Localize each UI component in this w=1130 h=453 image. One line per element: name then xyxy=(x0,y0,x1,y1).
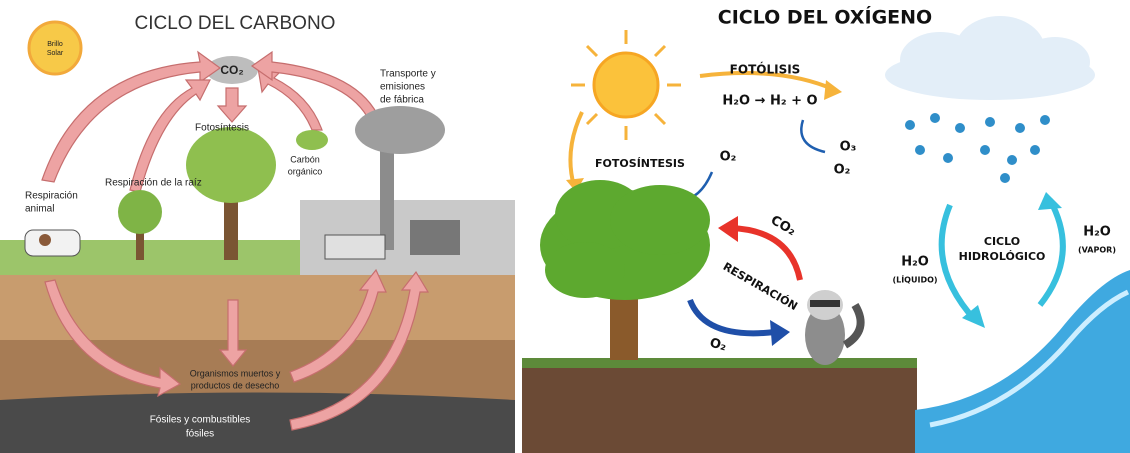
label: emisiones xyxy=(380,82,425,93)
smoke xyxy=(355,106,445,154)
sun xyxy=(594,53,658,117)
label: Fotosíntesis xyxy=(195,123,249,134)
cow xyxy=(25,230,80,256)
oxygen-cycle: CICLO DEL OXÍGENO FOTÓLISIS H₂O → H₂ + O… xyxy=(520,0,1130,453)
truck xyxy=(325,235,385,259)
grass xyxy=(522,358,917,368)
title: CICLO DEL CARBONO xyxy=(135,13,336,34)
cow-spot xyxy=(39,234,51,246)
label: FOTOSÍNTESIS xyxy=(595,157,685,170)
title: CICLO DEL OXÍGENO xyxy=(718,6,932,29)
label: Respiración xyxy=(25,191,78,202)
chimney xyxy=(380,145,394,250)
bush xyxy=(296,130,328,150)
factory xyxy=(410,220,460,255)
tree-crown xyxy=(118,190,162,234)
label: H₂O → H₂ + O xyxy=(722,94,817,109)
label: O₃ xyxy=(840,140,857,155)
label: fósiles xyxy=(186,429,214,440)
label: Fósiles y combustibles xyxy=(150,415,251,426)
label: Carbón xyxy=(290,154,320,164)
label: productos de desecho xyxy=(191,380,280,390)
label: (LÍQUIDO) xyxy=(892,274,937,285)
page: CICLO DEL CARBONO Brillo Solar CO₂ Trans… xyxy=(0,0,1130,453)
soil xyxy=(522,362,917,453)
label: de fábrica xyxy=(380,95,424,106)
label: Brillo xyxy=(47,41,63,48)
tree-crown xyxy=(540,180,710,300)
label: O₂ xyxy=(720,150,737,165)
tree-crown xyxy=(186,127,276,203)
label: FOTÓLISIS xyxy=(730,62,801,77)
label: animal xyxy=(25,204,54,215)
label: H₂O xyxy=(901,255,929,270)
label: HIDROLÓGICO xyxy=(959,250,1046,263)
fossil-layer xyxy=(0,393,515,453)
label: Organismos muertos y xyxy=(190,368,281,378)
label: CICLO xyxy=(984,235,1020,248)
label: CO₂ xyxy=(220,63,243,77)
label: O₂ xyxy=(834,163,851,178)
label: Transporte y xyxy=(380,69,436,80)
label: orgánico xyxy=(288,166,323,176)
label: (VAPOR) xyxy=(1078,246,1116,255)
sun xyxy=(29,22,81,74)
label: H₂O xyxy=(1083,225,1111,240)
label: Solar xyxy=(47,50,64,57)
carbon-cycle: CICLO DEL CARBONO Brillo Solar CO₂ Trans… xyxy=(0,0,515,453)
label: Respiración de la raíz xyxy=(105,178,202,189)
